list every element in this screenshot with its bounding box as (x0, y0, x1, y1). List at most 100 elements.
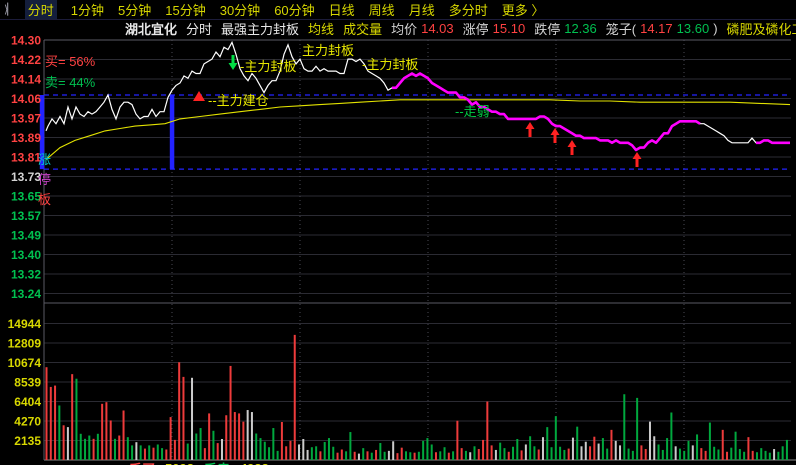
limit-up-label: 涨停 (462, 22, 489, 37)
limit-up-vertical-char-2: 停 (38, 172, 51, 187)
price-axis-label: 13.24 (11, 287, 41, 301)
volume-bar (494, 449, 497, 460)
volume-bar (721, 429, 724, 460)
volume-bar (148, 445, 151, 460)
period-tab-4[interactable]: 15分钟 (165, 3, 206, 18)
volume-bar (666, 438, 669, 460)
volume-bar (336, 452, 339, 460)
volume-bar (512, 446, 515, 460)
volume-bar (464, 450, 467, 460)
volume-bar (375, 449, 378, 460)
volume-bar (541, 437, 544, 460)
period-tab-10[interactable]: 多分时 (448, 3, 488, 18)
hand-buy-value: 5098 (165, 461, 194, 465)
volume-bar (199, 428, 202, 460)
volume-bar (773, 449, 776, 460)
volume-bar (751, 450, 754, 460)
sell-percent-label: 卖= 44% (45, 75, 96, 90)
period-tab-11[interactable]: 更多 〉 (501, 3, 545, 18)
volume-bar (503, 448, 506, 460)
volume-toggle[interactable]: 成交量 (343, 22, 383, 37)
volume-bar (285, 446, 288, 460)
volume-bar (255, 433, 258, 460)
bottom-status-bar: 手买 5098 手卖 4933 (129, 459, 279, 465)
volume-axis-label: 14944 (8, 317, 42, 331)
period-tab-8[interactable]: 周线 (368, 3, 395, 18)
volume-bar (482, 439, 485, 460)
volume-bar (619, 445, 622, 460)
volume-axis-label: 12809 (8, 337, 42, 351)
volume-bar (49, 386, 52, 460)
volume-bar (58, 405, 61, 460)
volume-bar (298, 444, 301, 460)
volume-bar (302, 438, 305, 460)
volume-bar (576, 426, 579, 460)
price-axis-label: 14.22 (11, 53, 41, 67)
industry-link[interactable]: 磷肥及磷化工 (726, 22, 796, 37)
period-tab-3[interactable]: 5分钟 (118, 3, 152, 18)
volume-bar (657, 444, 660, 460)
weak-trend-line-1 (392, 72, 701, 152)
volume-bar (507, 451, 510, 460)
volume-bar (152, 447, 155, 460)
build-position-label: --主力建仓 (208, 93, 269, 108)
volume-bar (362, 448, 365, 460)
volume-bar (84, 438, 87, 460)
avg-price-value: 14.03 (421, 21, 454, 36)
volume-bar (726, 451, 729, 460)
volume-bar (636, 397, 639, 460)
volume-bar (456, 420, 459, 460)
price-axis-label: 14.14 (11, 73, 41, 87)
volume-bar (182, 376, 185, 460)
volume-bar (422, 440, 425, 460)
volume-bar (349, 432, 352, 460)
volume-bar (105, 402, 108, 460)
volume-bar (165, 449, 168, 460)
cage-lower-value: 13.60 (676, 21, 710, 36)
period-tab-7[interactable]: 日线 (328, 3, 355, 18)
volume-bar (250, 412, 253, 460)
seal-label-2: 主力封板 (302, 43, 354, 58)
volume-bar (143, 448, 146, 460)
volume-bar (452, 451, 455, 460)
volume-bar (683, 450, 686, 460)
volume-bar (118, 435, 121, 460)
volume-bar (92, 438, 95, 460)
period-tab-9[interactable]: 月线 (408, 3, 435, 18)
volume-bar (469, 452, 472, 460)
volume-bar (524, 444, 527, 460)
chart-type-label: 分时 (186, 22, 213, 37)
volume-bar (640, 445, 643, 460)
volume-bar (178, 362, 181, 460)
volume-bar (216, 443, 219, 460)
volume-bar (696, 434, 699, 460)
volume-bar (246, 410, 249, 460)
volume-bar (580, 446, 583, 460)
volume-bar (760, 448, 763, 460)
volume-bar (606, 448, 609, 460)
volume-bar (366, 451, 369, 460)
volume-bar (345, 451, 348, 460)
limit-up-vertical-char-1: 涨 (38, 152, 51, 167)
volume-bar (460, 448, 463, 460)
period-tab-2[interactable]: 1分钟 (70, 3, 105, 18)
volume-bar (430, 444, 433, 460)
period-tab-6[interactable]: 60分钟 (274, 3, 315, 18)
volume-bar (584, 441, 587, 460)
volume-bar (755, 452, 758, 460)
volume-bar (220, 438, 223, 460)
ma-toggle[interactable]: 均线 (308, 22, 335, 37)
volume-bar (477, 449, 480, 460)
volume-bar (627, 448, 630, 460)
volume-bar (533, 446, 536, 460)
volume-bar (417, 451, 420, 460)
signal-bar-1 (39, 95, 45, 170)
price-axis-label: 13.73 (11, 170, 41, 184)
volume-bar (310, 447, 313, 460)
period-tab-1[interactable]: 分时 (24, 0, 57, 19)
volume-bar (319, 451, 322, 460)
volume-bar (743, 451, 746, 460)
period-tab-5[interactable]: 30分钟 (219, 3, 261, 18)
